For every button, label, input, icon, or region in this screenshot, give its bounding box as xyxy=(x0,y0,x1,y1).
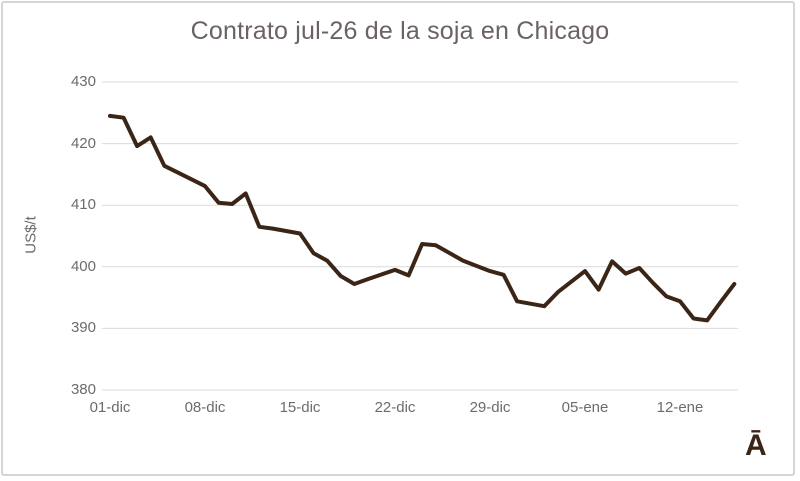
x-tick-label-05-ene: 05-ene xyxy=(561,399,609,416)
x-tick-label-29-dic: 29-dic xyxy=(469,399,511,416)
y-tick-label-430: 430 xyxy=(70,73,96,90)
y-tick-label-390: 390 xyxy=(70,319,96,337)
y-tick-label-400: 400 xyxy=(70,257,96,275)
x-tick-label-01-dic: 01-dic xyxy=(89,399,131,416)
x-tick-label-08-dic: 08-dic xyxy=(184,399,226,416)
y-tick-label-410: 410 xyxy=(70,196,96,214)
corner-glyph: Ā xyxy=(745,429,767,462)
x-tick-label-12-ene: 12-ene xyxy=(656,399,704,416)
chart-title: Contrato jul-26 de la soja en Chicago xyxy=(190,17,610,45)
x-tick-label-15-dic: 15-dic xyxy=(279,399,321,416)
y-tick-label-380: 380 xyxy=(70,381,96,398)
y-tick-label-420: 420 xyxy=(70,134,96,152)
price-line-series xyxy=(108,113,737,323)
x-tick-label-22-dic: 22-dic xyxy=(374,399,416,416)
